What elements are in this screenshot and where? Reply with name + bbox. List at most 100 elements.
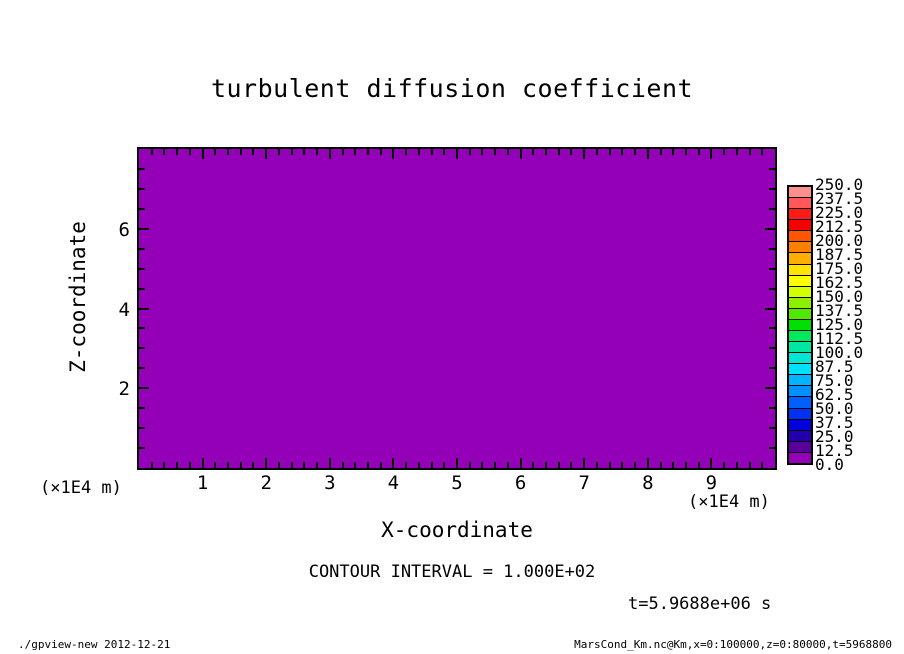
- colorbar-label: 237.5: [815, 189, 864, 208]
- colorbar-label: 37.5: [815, 413, 854, 432]
- x-axis-tick: [468, 462, 471, 468]
- x-axis-tick: [252, 149, 255, 155]
- x-axis-tick: [468, 149, 471, 155]
- y-axis-tick: [769, 167, 775, 170]
- colorbar-band: [789, 230, 811, 242]
- x-axis-tick: [214, 149, 217, 155]
- colorbar-band: [789, 307, 811, 319]
- y-axis-tick: [769, 447, 775, 450]
- x-axis-tick: [354, 149, 357, 155]
- x-axis-tick: [532, 149, 535, 155]
- y-axis-tick: [769, 247, 775, 250]
- colorbar-band: [789, 374, 811, 386]
- x-axis-tick: [379, 149, 382, 155]
- x-axis-tick: [265, 458, 268, 468]
- x-axis-tick: [303, 149, 306, 155]
- y-axis-tick: [139, 307, 149, 310]
- colorbar-label: 162.5: [815, 273, 864, 292]
- x-axis-tick: [621, 149, 624, 155]
- x-axis-tick: [227, 462, 230, 468]
- colorbar-label: 212.5: [815, 217, 864, 236]
- page-title: turbulent diffusion coefficient: [210, 74, 694, 103]
- x-axis-tick: [672, 149, 675, 155]
- x-axis-tick: [748, 149, 751, 155]
- x-axis-tick: [201, 149, 204, 159]
- colorbar-tick-labels: 250.0 237.5 225.0 212.5 200.0 187.5 175.0 162.5…: [815, 177, 885, 473]
- colorbar-band: [789, 451, 811, 463]
- colorbar-label: 187.5: [815, 245, 864, 264]
- y-axis-tick: [139, 207, 145, 210]
- x-axis-tick: [239, 462, 242, 468]
- x-axis-tick: [557, 149, 560, 155]
- x-axis-tick: [583, 458, 586, 468]
- colorbar-label: 137.5: [815, 301, 864, 320]
- x-axis-tick: [646, 458, 649, 468]
- x-axis-tick: [227, 149, 230, 155]
- x-axis-tick: [265, 149, 268, 159]
- x-axis-tick: [506, 462, 509, 468]
- colorbar-band: [789, 429, 811, 441]
- x-axis-tick: [672, 462, 675, 468]
- y-axis-tick: [139, 347, 145, 350]
- x-axis-tick: [710, 149, 713, 159]
- colorbar-band: [789, 252, 811, 264]
- colorbar-band: [789, 341, 811, 353]
- x-tick-label: 9: [705, 472, 718, 494]
- x-axis-tick: [303, 462, 306, 468]
- x-axis-tick: [659, 462, 662, 468]
- y-axis-unit-label: (×1E4 m): [40, 478, 122, 498]
- y-axis-tick: [769, 367, 775, 370]
- x-axis-tick: [570, 462, 573, 468]
- y-axis-tick: [139, 387, 149, 390]
- x-tick-label: 4: [387, 472, 400, 494]
- x-axis-tick: [710, 458, 713, 468]
- x-axis-tick: [443, 462, 446, 468]
- colorbar-label: 50.0: [815, 399, 854, 418]
- x-axis-tick: [634, 149, 637, 155]
- colorbar-label: 200.0: [815, 231, 864, 250]
- x-axis-tick: [405, 462, 408, 468]
- x-axis-tick: [506, 149, 509, 155]
- x-axis-tick: [354, 462, 357, 468]
- x-axis-tick: [481, 462, 484, 468]
- x-axis-tick: [163, 462, 166, 468]
- x-axis-tick: [366, 149, 369, 155]
- x-axis-tick: [761, 462, 764, 468]
- y-axis-tick: [769, 187, 775, 190]
- x-axis-tick: [532, 462, 535, 468]
- colorbar-band: [789, 274, 811, 286]
- y-axis-tick: [769, 287, 775, 290]
- x-axis-tick: [545, 149, 548, 155]
- x-axis-tick: [239, 149, 242, 155]
- colorbar-band: [789, 285, 811, 297]
- colorbar-band: [789, 263, 811, 275]
- x-axis-tick: [443, 149, 446, 155]
- y-tick-label: 2: [118, 378, 130, 401]
- colorbar-label: 62.5: [815, 385, 854, 404]
- x-tick-label: 6: [514, 472, 527, 494]
- x-axis-tick: [761, 149, 764, 155]
- x-axis-tick: [684, 149, 687, 155]
- y-axis-tick: [139, 247, 145, 250]
- x-axis-tick: [417, 149, 420, 155]
- x-axis-tick: [697, 462, 700, 468]
- colorbar: [787, 185, 813, 465]
- y-axis-tick: [139, 407, 145, 410]
- x-tick-label: 1: [196, 472, 209, 494]
- x-axis-tick: [646, 149, 649, 159]
- colorbar-label: 12.5: [815, 441, 854, 460]
- colorbar-band: [789, 363, 811, 375]
- x-axis-tick: [252, 462, 255, 468]
- colorbar-band: [789, 330, 811, 342]
- y-axis-tick: [139, 227, 149, 230]
- x-axis-tick: [735, 462, 738, 468]
- footer-command: ./gpview-new 2012-12-21: [18, 638, 171, 651]
- x-axis-tick: [608, 462, 611, 468]
- x-axis-tick: [188, 149, 191, 155]
- colorbar-band: [789, 208, 811, 220]
- x-axis-tick: [405, 149, 408, 155]
- x-axis-tick: [608, 149, 611, 155]
- y-axis-tick: [139, 167, 145, 170]
- colorbar-band: [789, 385, 811, 397]
- y-tick-label: 6: [118, 218, 130, 241]
